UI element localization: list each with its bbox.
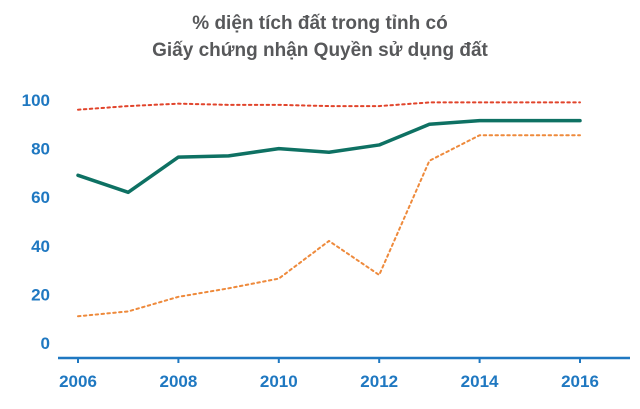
series-line-orange-dotted-lower	[77, 134, 581, 318]
x-tick-label: 2008	[159, 372, 197, 391]
y-tick-label: 100	[22, 91, 50, 110]
x-tick-label: 2016	[561, 372, 599, 391]
y-tick-label: 40	[31, 237, 50, 256]
y-tick-label: 20	[31, 285, 50, 304]
chart-title-line1: % diện tích đất trong tỉnh có	[192, 13, 448, 34]
series-line-red-dotted-upper	[77, 101, 581, 111]
chart-title: % diện tích đất trong tỉnh có Giấy chứng…	[0, 0, 640, 70]
series-line-teal-solid	[76, 118, 582, 195]
y-tick-label: 60	[31, 188, 50, 207]
x-tick-label: 2012	[360, 372, 398, 391]
y-tick-label: 80	[31, 140, 50, 159]
chart-title-line2: Giấy chứng nhận Quyền sử dụng đất	[152, 40, 488, 61]
x-tick-label: 2014	[461, 372, 499, 391]
x-tick-label: 2010	[260, 372, 298, 391]
line-chart: 2006 2008 2010 2012 2014 2016 0 20 40 60 80 100	[22, 91, 630, 391]
y-tick-label: 0	[41, 334, 50, 353]
x-tick-label: 2006	[59, 372, 97, 391]
